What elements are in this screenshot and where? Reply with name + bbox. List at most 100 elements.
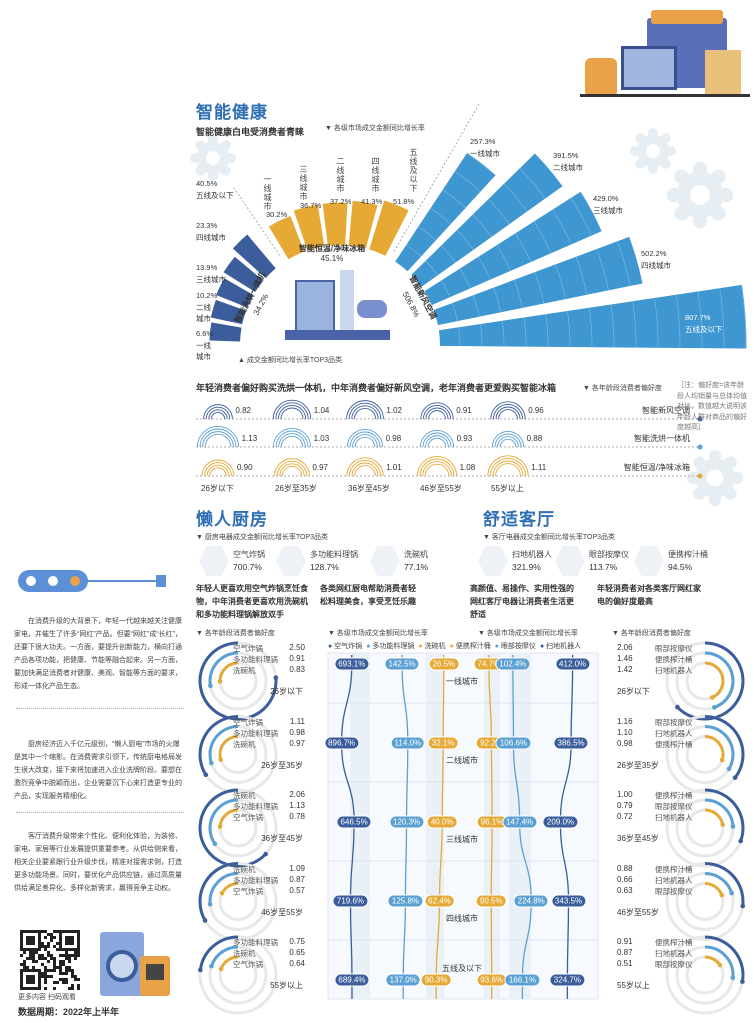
preference-footnote: ［注：偏好度=该年龄段人均销量与总体均值对比，数值越大说明该年龄人群对商品的偏好… xyxy=(677,382,747,431)
ring-item-name: 空气炸锅 xyxy=(233,960,263,969)
preference-value: 0.91 xyxy=(456,406,472,415)
preference-arc xyxy=(351,405,379,420)
preference-arc xyxy=(420,402,454,420)
fan-bar xyxy=(293,204,325,251)
sidebar-paragraph-3: 客厅消费升级带来个性化、便利化体验，为装修、家电、家居等行业发展提供重要参考。从… xyxy=(14,833,182,892)
preference-ring xyxy=(210,945,239,967)
market-value-pill: 896.7% xyxy=(324,736,360,750)
preference-arc xyxy=(346,400,384,420)
living-market-note: ▼ 各级市场成交金额同比增长率 xyxy=(478,630,578,637)
qr-code[interactable] xyxy=(20,930,80,990)
market-value-pill: 343.5% xyxy=(550,894,587,908)
preference-arc xyxy=(354,465,376,477)
preference-value: 1.02 xyxy=(386,406,402,415)
product-name: 多功能料理锅 xyxy=(310,550,358,559)
preference-arc xyxy=(498,409,518,420)
fan-category-label: 二线城市 xyxy=(336,157,345,193)
preference-ring xyxy=(208,725,239,764)
ring-item-value: 0.65 xyxy=(289,948,305,957)
preference-arc xyxy=(280,407,304,420)
market-value-pill: 646.5% xyxy=(336,815,372,829)
ring-item-value: 0.91 xyxy=(617,937,633,946)
living-desc-2: 年轻消费者对各类客厅网红家电的偏好度最高 xyxy=(597,584,701,606)
preference-arc xyxy=(348,402,382,420)
age-label: 36岁至45岁 xyxy=(617,834,659,843)
market-value-pill: 324.7% xyxy=(549,973,585,987)
fan-value-label: 391.5% xyxy=(553,151,579,160)
preference-arc xyxy=(491,431,525,448)
preference-value: 1.03 xyxy=(313,434,330,443)
city-label: 五线及以下 xyxy=(442,964,482,973)
robot-vacuum-icon xyxy=(478,546,508,576)
ring-item-name: 多功能料理锅 xyxy=(233,938,278,947)
preference-ring xyxy=(704,725,735,770)
preference-arc xyxy=(492,460,524,477)
ring-item-name: 空气炸锅 xyxy=(233,644,263,653)
preference-value: 0.93 xyxy=(456,434,473,443)
market-value-pill: 224.8% xyxy=(513,894,549,908)
legend-item: ● 洗碗机 xyxy=(418,643,446,650)
fan-value-label: 41.3% xyxy=(361,197,383,206)
preference-ring xyxy=(704,935,745,982)
ring-item-name: 扫地机器人 xyxy=(655,813,693,822)
preference-arc xyxy=(201,459,235,477)
age-label: 55岁以上 xyxy=(270,981,303,990)
ring-item-name: 便携榨汁桶 xyxy=(655,739,693,749)
fan-category-label: 三线城市 xyxy=(299,165,308,201)
preference-ring xyxy=(704,661,725,699)
eye-massager-icon xyxy=(555,546,585,576)
city-label: 三线城市 xyxy=(446,835,478,844)
ring-item-name: 扫地机器人 xyxy=(655,728,693,738)
preference-series-label: 智能洗烘一体机 xyxy=(634,434,690,443)
preference-value: 0.82 xyxy=(235,406,251,415)
preference-ring xyxy=(704,715,745,779)
gear-icon xyxy=(686,449,744,507)
preference-arc xyxy=(275,430,309,448)
fan-category-label: 二线城市 xyxy=(553,163,583,172)
ring-item-name: 扫地机器人 xyxy=(655,875,693,885)
fan-bar xyxy=(438,284,747,349)
preference-arc xyxy=(354,436,376,448)
fan-value-label: 30.2% xyxy=(266,210,288,219)
preference-arc xyxy=(276,460,308,477)
preference-arc xyxy=(275,402,309,420)
preference-ring xyxy=(704,651,735,709)
preference-arc xyxy=(346,428,384,448)
preference-ring xyxy=(198,715,239,776)
product-name: 扫地机器人 xyxy=(512,550,552,559)
preference-arc xyxy=(349,431,381,448)
market-value-pill: 166.1% xyxy=(504,973,540,987)
preference-arc xyxy=(196,425,240,448)
ring-item-name: 洗碗机 xyxy=(233,864,256,874)
ring-item-name: 便携榨汁桶 xyxy=(655,791,693,800)
market-value-pill: 90.5% xyxy=(475,894,507,908)
preference-arc xyxy=(277,404,307,420)
preference-ring xyxy=(208,872,239,905)
ring-item-name: 眼部按摩仪 xyxy=(655,717,693,727)
fan-group-total: 45.1% xyxy=(320,254,344,263)
fan-category-label: 四线城市 xyxy=(196,233,226,242)
market-value-pill: 62.4% xyxy=(424,894,455,908)
ring-item-name: 洗碗机 xyxy=(233,949,256,958)
preference-arc xyxy=(495,406,521,420)
ring-item-name: 扫地机器人 xyxy=(655,949,693,958)
ring-item-name: 多功能料理锅 xyxy=(233,728,278,738)
product-growth: 321.9% xyxy=(512,562,541,572)
fan-bar xyxy=(424,191,602,306)
data-period: 数据周期：2022年上半年 xyxy=(18,1007,120,1017)
fan-category-label: 五线及以下 xyxy=(196,191,234,200)
fan-bar xyxy=(411,153,563,287)
fan-value-label: 13.9% xyxy=(196,263,218,272)
fan-category-label: 二线城市 xyxy=(196,303,211,323)
qr-caption: 更多内容 扫码观看 xyxy=(18,994,76,1001)
market-value-pill: 106.6% xyxy=(495,736,532,750)
ring-item-value: 0.97 xyxy=(289,738,305,748)
ring-item-name: 便携榨汁桶 xyxy=(655,864,693,874)
power-strip-icon xyxy=(18,570,168,592)
preference-value: 1.04 xyxy=(313,406,330,415)
preference-arc xyxy=(416,456,458,477)
ring-item-value: 0.63 xyxy=(617,885,633,895)
preference-arc xyxy=(351,462,379,477)
ring-item-value: 0.75 xyxy=(289,937,305,946)
preference-ring xyxy=(704,945,735,978)
